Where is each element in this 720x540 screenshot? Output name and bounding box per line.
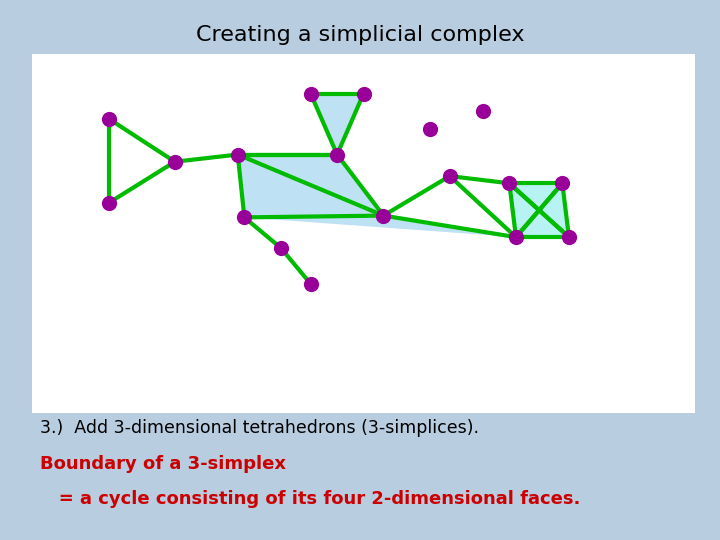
Point bbox=[305, 280, 316, 288]
Point bbox=[103, 199, 114, 207]
Point bbox=[331, 150, 343, 159]
Polygon shape bbox=[238, 154, 516, 237]
Point bbox=[378, 211, 390, 220]
Point bbox=[477, 107, 489, 116]
Point bbox=[358, 89, 369, 98]
Text: Boundary of a 3-simplex: Boundary of a 3-simplex bbox=[40, 455, 286, 474]
Point bbox=[169, 158, 181, 166]
Point bbox=[557, 179, 568, 187]
Text: 3.)  Add 3-dimensional tetrahedrons (3-simplices).: 3.) Add 3-dimensional tetrahedrons (3-si… bbox=[40, 419, 479, 437]
Point bbox=[444, 172, 456, 180]
Point bbox=[305, 89, 316, 98]
Text: = a cycle consisting of its four 2-dimensional faces.: = a cycle consisting of its four 2-dimen… bbox=[40, 490, 580, 509]
Polygon shape bbox=[509, 183, 569, 237]
Point bbox=[563, 233, 575, 241]
Polygon shape bbox=[310, 93, 364, 154]
Point bbox=[510, 233, 522, 241]
Point bbox=[503, 179, 515, 187]
Point bbox=[232, 150, 243, 159]
Point bbox=[275, 244, 287, 252]
Point bbox=[424, 125, 436, 134]
Point bbox=[238, 213, 250, 222]
Point bbox=[103, 114, 114, 123]
Bar bbox=[32, 54, 695, 413]
Text: Creating a simplicial complex: Creating a simplicial complex bbox=[196, 25, 524, 45]
